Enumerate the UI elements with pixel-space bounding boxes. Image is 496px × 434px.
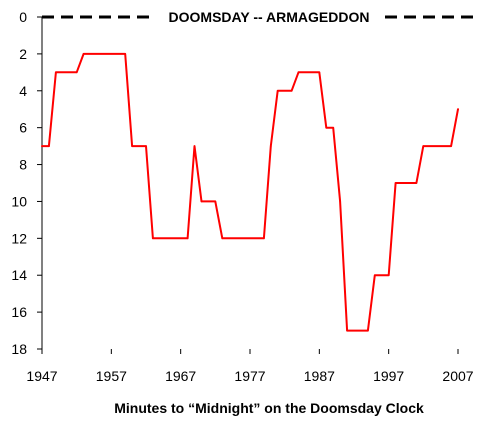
- y-tick-label: 4: [19, 83, 27, 99]
- data-point: [48, 145, 50, 147]
- x-tick-label: 1957: [96, 368, 127, 384]
- x-tick-label: 1947: [26, 368, 57, 384]
- y-tick-label: 8: [19, 157, 27, 173]
- data-point: [152, 237, 154, 240]
- data-point: [318, 71, 321, 74]
- data-point: [276, 89, 279, 92]
- data-point: [367, 329, 369, 332]
- series-layer: [41, 52, 459, 332]
- data-point: [263, 237, 265, 240]
- ticks-layer: 0 2 4 6 8 10 12 14 16 18 1947 1957 1967 1977 1987 1997 2…: [11, 9, 473, 384]
- x-tick-label: 1977: [234, 368, 265, 384]
- data-point: [75, 71, 78, 74]
- data-point: [41, 145, 43, 147]
- data-point: [214, 200, 217, 203]
- series-line-0: [41, 52, 459, 332]
- data-point: [290, 89, 293, 92]
- data-point: [325, 126, 328, 129]
- data-point: [457, 108, 459, 111]
- y-tick-label: 0: [19, 9, 27, 25]
- data-point: [55, 71, 57, 74]
- y-tick-label: 16: [11, 304, 27, 320]
- x-tick-label: 1997: [373, 368, 404, 384]
- data-point: [270, 145, 272, 147]
- data-point: [346, 329, 348, 332]
- annotation-layer: DOOMSDAY -- ARMAGEDDON: [42, 9, 478, 25]
- y-tick-label: 14: [11, 267, 27, 283]
- data-point: [332, 126, 335, 129]
- data-point: [221, 237, 224, 240]
- y-tick-label: 6: [19, 120, 27, 136]
- data-point: [124, 53, 126, 55]
- x-tick-label: 1987: [304, 368, 335, 384]
- y-tick-label: 2: [19, 46, 27, 62]
- y-tick-label: 18: [11, 341, 27, 357]
- data-point: [186, 237, 189, 240]
- x-tick-label: 2007: [442, 368, 473, 384]
- doomsday-annotation-label: DOOMSDAY -- ARMAGEDDON: [169, 9, 370, 25]
- x-axis-title: Minutes to “Midnight” on the Doomsday Cl…: [114, 400, 424, 416]
- data-point: [394, 182, 397, 184]
- data-point: [415, 182, 418, 184]
- y-tick-label: 10: [11, 193, 27, 209]
- data-point: [374, 274, 376, 277]
- data-point: [339, 200, 341, 203]
- data-point: [450, 145, 452, 147]
- data-point: [145, 145, 147, 147]
- data-point: [200, 200, 203, 203]
- data-point: [131, 145, 133, 147]
- data-point: [297, 71, 300, 74]
- data-point: [193, 145, 196, 147]
- data-point: [387, 274, 390, 277]
- y-tick-label: 12: [11, 230, 27, 246]
- x-tick-label: 1967: [165, 368, 196, 384]
- data-point: [82, 53, 85, 55]
- data-point: [422, 145, 425, 147]
